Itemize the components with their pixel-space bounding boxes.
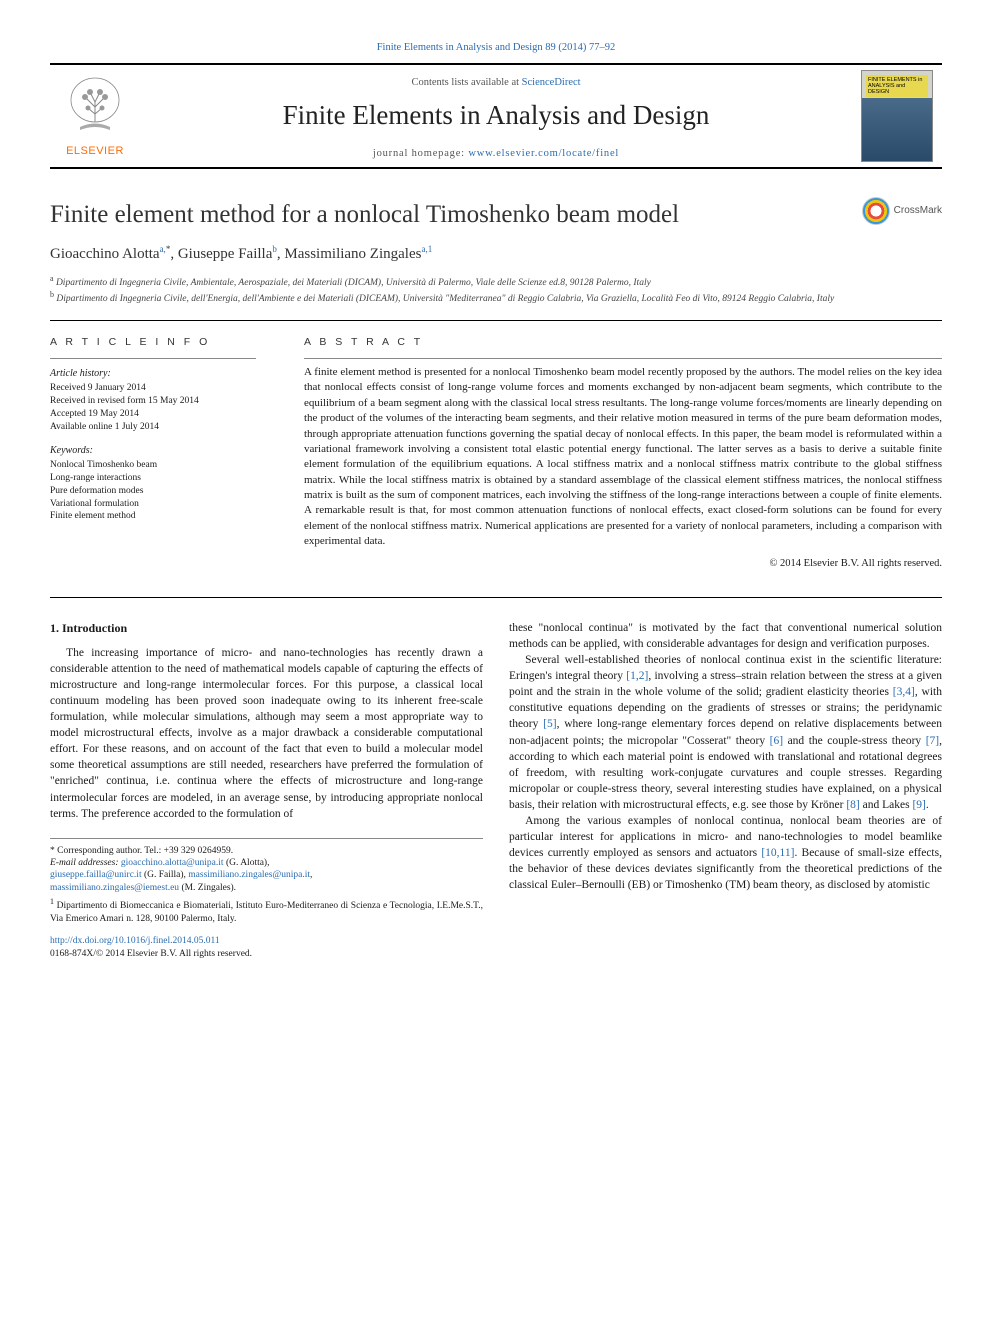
homepage-prefix: journal homepage: — [373, 148, 468, 159]
cite-1-2[interactable]: [1,2] — [626, 670, 648, 682]
email-addresses: E-mail addresses: gioacchino.alotta@unip… — [50, 857, 483, 894]
homepage-link[interactable]: www.elsevier.com/locate/finel — [468, 148, 619, 159]
abstract-heading: A B S T R A C T — [304, 335, 942, 350]
crossmark-label: CrossMark — [894, 204, 942, 219]
paragraph-2b: Several well-established theories of non… — [509, 652, 942, 813]
article-title: Finite element method for a nonlocal Tim… — [50, 197, 862, 233]
affiliations: a a Dipartimento di Ingegneria Civile, A… — [50, 274, 942, 306]
section-1-heading: 1. Introduction — [50, 620, 483, 637]
citation-link[interactable]: Finite Elements in Analysis and Design 8… — [377, 42, 616, 53]
author-2: , Giuseppe Failla — [170, 246, 272, 262]
keyword-5: Finite element method — [50, 510, 256, 523]
body-text: 1. Introduction The increasing importanc… — [50, 620, 942, 962]
article-info-heading: A R T I C L E I N F O — [50, 335, 256, 350]
doi-block: http://dx.doi.org/10.1016/j.finel.2014.0… — [50, 935, 483, 962]
received-date: Received 9 January 2014 — [50, 382, 256, 395]
paragraph-1: The increasing importance of micro- and … — [50, 645, 483, 822]
keyword-1: Nonlocal Timoshenko beam — [50, 459, 256, 472]
journal-name: Finite Elements in Analysis and Design — [140, 96, 852, 135]
keywords-label: Keywords: — [50, 444, 256, 459]
revised-date: Received in revised form 15 May 2014 — [50, 395, 256, 408]
authors: Gioacchino Alottaa,*, Giuseppe Faillab, … — [50, 243, 942, 266]
elsevier-wordmark: ELSEVIER — [66, 144, 124, 160]
cite-9[interactable]: [9] — [912, 799, 925, 811]
email-4[interactable]: massimiliano.zingales@iemest.eu — [50, 883, 179, 893]
cover-label: FINITE ELEMENTS in ANALYSIS and DESIGN — [866, 75, 928, 97]
article-info-column: A R T I C L E I N F O Article history: R… — [50, 335, 280, 571]
doi-link[interactable]: http://dx.doi.org/10.1016/j.finel.2014.0… — [50, 936, 220, 946]
footnote-1: 1 Dipartimento di Biomeccanica e Biomate… — [50, 897, 483, 925]
keyword-3: Pure deformation modes — [50, 485, 256, 498]
abstract-column: A B S T R A C T A finite element method … — [280, 335, 942, 571]
page-header-citation: Finite Elements in Analysis and Design 8… — [50, 40, 942, 55]
sciencedirect-link[interactable]: ScienceDirect — [522, 77, 581, 88]
divider — [50, 597, 942, 598]
email-label: E-mail addresses: — [50, 858, 121, 868]
cite-10-11[interactable]: [10,11] — [761, 847, 794, 859]
cite-8[interactable]: [8] — [846, 799, 859, 811]
keyword-4: Variational formulation — [50, 498, 256, 511]
paragraph-3: Among the various examples of nonlocal c… — [509, 813, 942, 893]
author-1: Gioacchino Alotta — [50, 246, 160, 262]
email-2[interactable]: giuseppe.failla@unirc.it — [50, 870, 142, 880]
paragraph-2a: these "nonlocal continua" is motivated b… — [509, 620, 942, 652]
keyword-2: Long-range interactions — [50, 472, 256, 485]
crossmark-icon — [862, 197, 890, 225]
email-1[interactable]: gioacchino.alotta@unipa.it — [121, 858, 224, 868]
corresponding-author: * Corresponding author. Tel.: +39 329 02… — [50, 845, 483, 857]
abstract-copyright: © 2014 Elsevier B.V. All rights reserved… — [304, 556, 942, 571]
cite-6[interactable]: [6] — [770, 735, 783, 747]
header-center: Contents lists available at ScienceDirec… — [140, 65, 852, 167]
email-3[interactable]: massimiliano.zingales@unipa.it — [188, 870, 310, 880]
crossmark-badge[interactable]: CrossMark — [862, 197, 942, 225]
divider — [50, 320, 942, 321]
elsevier-tree-icon — [60, 72, 130, 142]
accepted-date: Accepted 19 May 2014 — [50, 408, 256, 421]
journal-header: ELSEVIER Contents lists available at Sci… — [50, 63, 942, 169]
affiliation-b: b Dipartimento di Ingegneria Civile, del… — [50, 290, 942, 306]
cover-thumbnail: FINITE ELEMENTS in ANALYSIS and DESIGN — [861, 70, 933, 162]
footnotes: * Corresponding author. Tel.: +39 329 02… — [50, 838, 483, 925]
cite-7[interactable]: [7] — [926, 735, 939, 747]
contents-prefix: Contents lists available at — [411, 77, 521, 88]
elsevier-logo: ELSEVIER — [50, 65, 140, 167]
history-label: Article history: — [50, 367, 256, 382]
author-3-affil: a,1 — [421, 244, 432, 254]
cite-5[interactable]: [5] — [543, 718, 556, 730]
online-date: Available online 1 July 2014 — [50, 421, 256, 434]
cite-3-4[interactable]: [3,4] — [893, 686, 915, 698]
issn-copyright: 0168-874X/© 2014 Elsevier B.V. All right… — [50, 948, 483, 961]
affiliation-a: a a Dipartimento di Ingegneria Civile, A… — [50, 274, 942, 290]
abstract-text: A finite element method is presented for… — [304, 365, 942, 550]
journal-cover: FINITE ELEMENTS in ANALYSIS and DESIGN — [852, 65, 942, 167]
author-3: , Massimiliano Zingales — [277, 246, 422, 262]
